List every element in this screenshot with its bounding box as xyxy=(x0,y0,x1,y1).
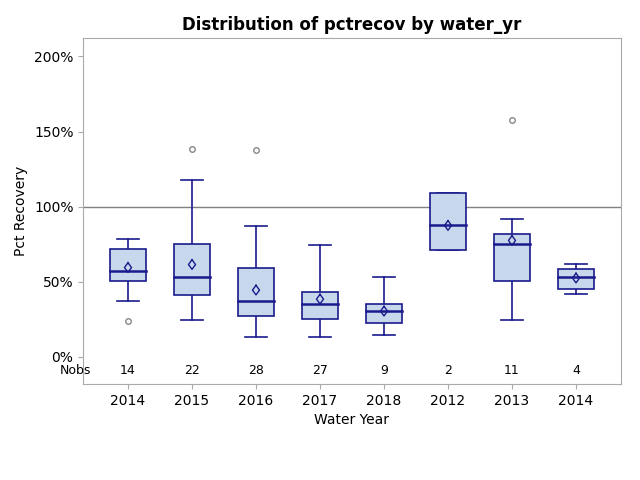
Text: 2: 2 xyxy=(444,364,452,377)
Title: Distribution of pctrecov by water_yr: Distribution of pctrecov by water_yr xyxy=(182,16,522,34)
Text: 27: 27 xyxy=(312,364,328,377)
Text: 4: 4 xyxy=(572,364,580,377)
FancyBboxPatch shape xyxy=(494,234,529,281)
FancyBboxPatch shape xyxy=(174,243,210,295)
Text: 28: 28 xyxy=(248,364,264,377)
Text: Nobs: Nobs xyxy=(60,364,91,377)
Text: 14: 14 xyxy=(120,364,136,377)
FancyBboxPatch shape xyxy=(111,249,146,281)
Y-axis label: Pct Recovery: Pct Recovery xyxy=(15,166,28,256)
FancyBboxPatch shape xyxy=(239,267,274,316)
Text: 9: 9 xyxy=(380,364,388,377)
X-axis label: Water Year: Water Year xyxy=(314,413,390,427)
Text: 22: 22 xyxy=(184,364,200,377)
FancyBboxPatch shape xyxy=(302,292,338,319)
FancyBboxPatch shape xyxy=(430,193,466,250)
FancyBboxPatch shape xyxy=(366,304,402,323)
Text: 11: 11 xyxy=(504,364,520,377)
FancyBboxPatch shape xyxy=(558,269,594,288)
